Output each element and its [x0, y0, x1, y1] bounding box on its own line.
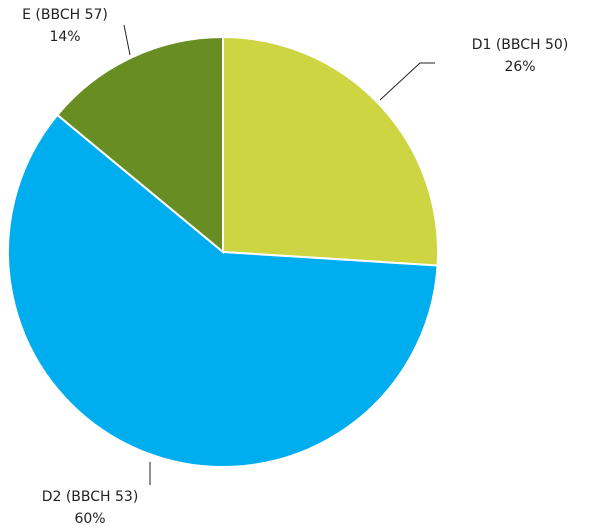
pie-slice: [222, 35, 439, 267]
leader-line: [123, 24, 131, 56]
slice-label: D1 (BBCH 50): [472, 37, 569, 53]
slice-label: D2 (BBCH 53): [42, 489, 139, 505]
pie-slice: [7, 113, 439, 468]
pie-slice: [55, 35, 224, 255]
leader-line: [379, 62, 435, 101]
slice-value-label: 14%: [49, 29, 80, 45]
slice-label: E (BBCH 57): [22, 7, 108, 23]
slice-value-label: 26%: [504, 59, 535, 75]
slice-value-label: 60%: [74, 511, 105, 527]
